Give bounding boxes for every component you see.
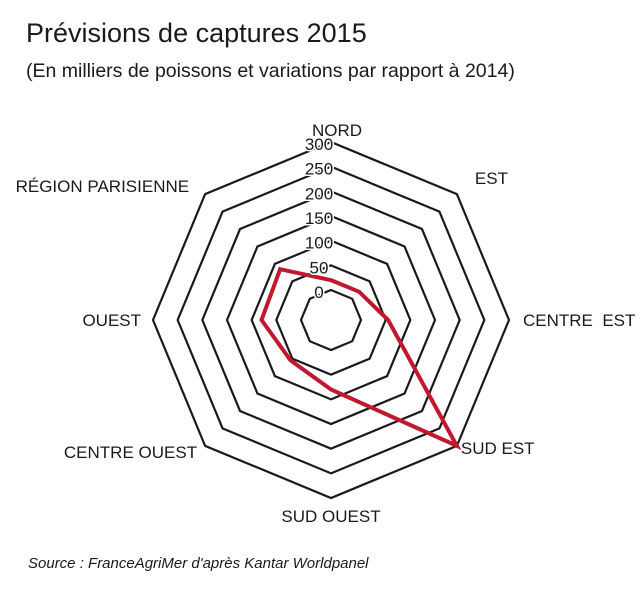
- grid-ring-150: [225, 214, 437, 426]
- grid-ring-250: [176, 165, 486, 475]
- category-label-4: SUD EST: [461, 439, 535, 458]
- tick-label-100: 100: [305, 234, 333, 253]
- radar-grid: [151, 140, 511, 500]
- radar-series-layer: [259, 266, 462, 451]
- tick-label-300: 300: [305, 135, 333, 154]
- tick-label-0: 0: [314, 283, 323, 302]
- category-label-2: EST: [475, 169, 508, 188]
- radar-category-labels: NORD EST CENTRE EST SUD EST SUD OUEST CENTRE …: [16, 121, 636, 526]
- series-line: [259, 266, 462, 451]
- grid-ring-200: [201, 190, 461, 450]
- tick-label-50: 50: [310, 258, 329, 277]
- category-label-3: CENTRE EST: [523, 311, 635, 330]
- grid-ring-0: [299, 288, 363, 352]
- category-label-5: SUD OUEST: [281, 507, 380, 526]
- tick-label-200: 200: [305, 184, 333, 203]
- tick-label-250: 250: [305, 160, 333, 179]
- chart-subtitle: (En milliers de poissons et variations p…: [26, 60, 515, 82]
- category-label-7: OUEST: [82, 311, 141, 330]
- grid-ring-300: [151, 140, 511, 500]
- category-label-6: CENTRE OUEST: [64, 443, 197, 462]
- category-label-8: RÉGION PARISIENNE: [16, 177, 190, 196]
- tick-label-150: 150: [305, 209, 333, 228]
- grid-ring-50: [275, 264, 387, 376]
- radar-tick-labels: 0 50 100 150 200 250 300: [303, 134, 334, 304]
- source-note: Source : FranceAgriMer d'après Kantar Wo…: [28, 555, 369, 572]
- chart-title: Prévisions de captures 2015: [26, 18, 367, 48]
- grid-ring-100: [250, 239, 412, 401]
- category-label-1: NORD: [312, 121, 362, 140]
